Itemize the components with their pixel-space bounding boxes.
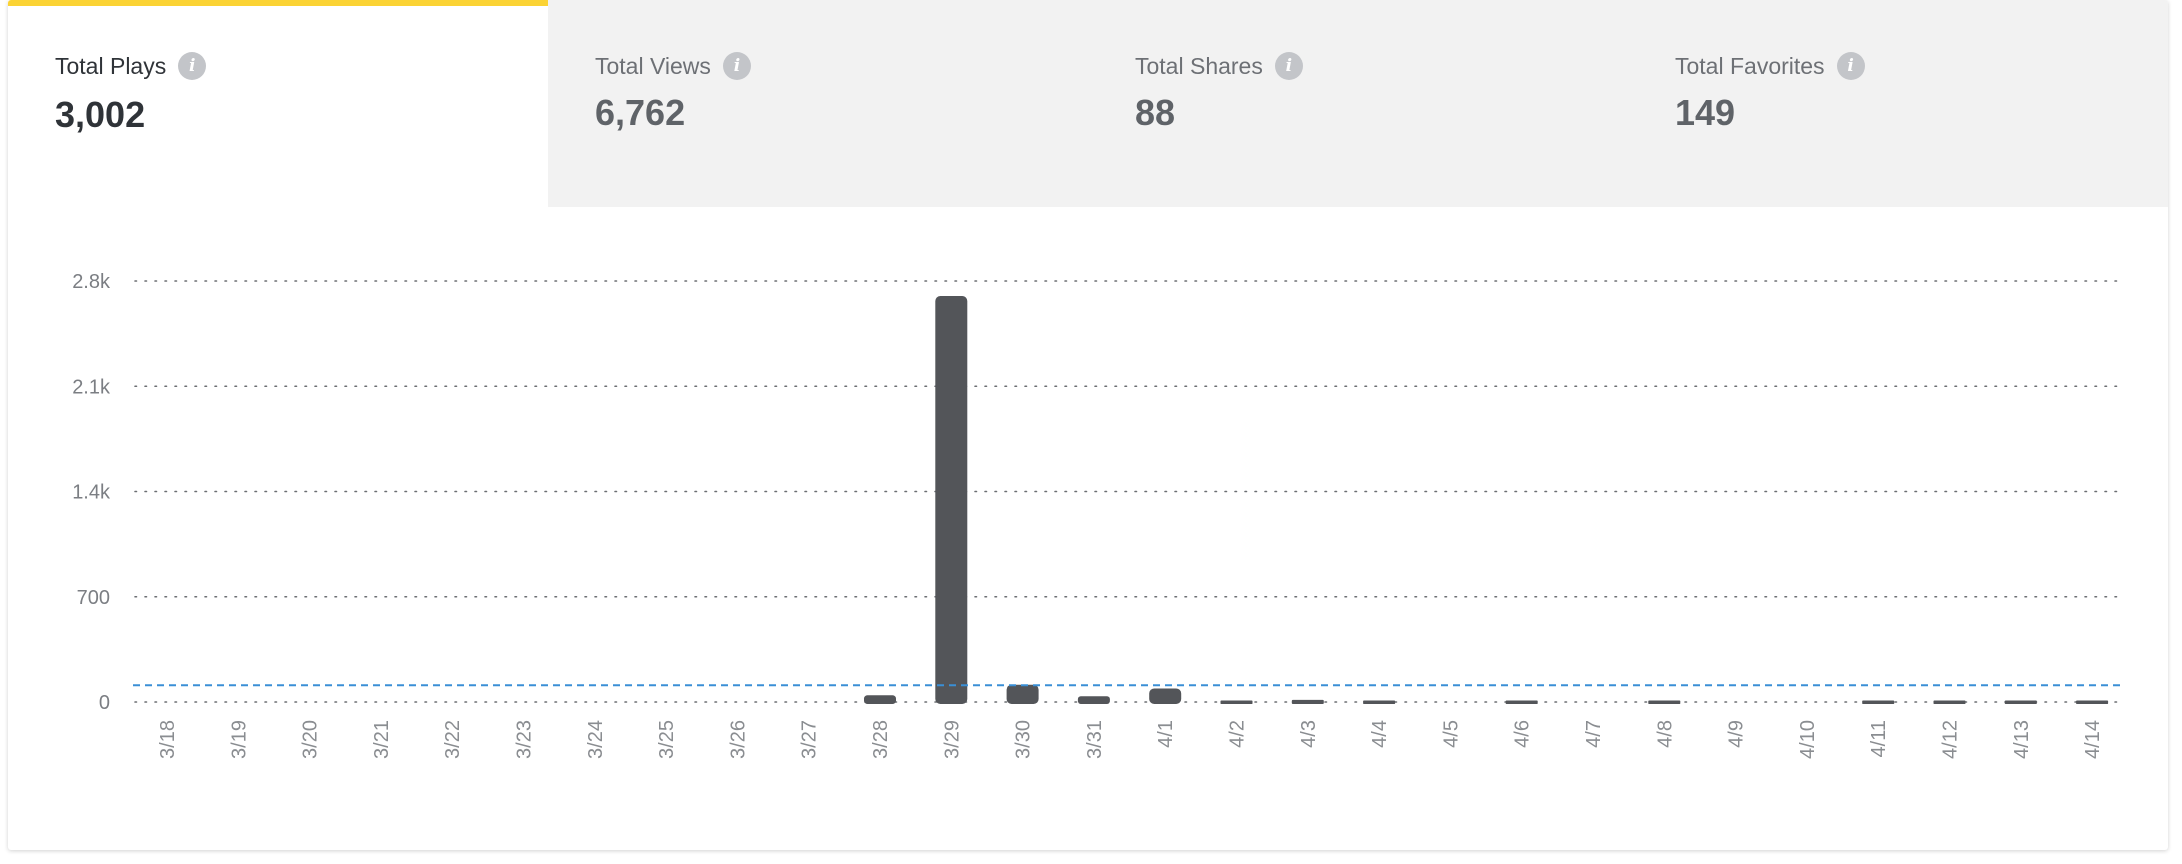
x-tick-label: 3/25 — [656, 720, 678, 759]
bar — [1006, 684, 1039, 704]
x-tick-label: 3/30 — [1013, 720, 1035, 759]
tab-label: Total Shares — [1135, 52, 1263, 79]
tab-total-shares[interactable]: Total Shares i 88 — [1088, 0, 1628, 207]
x-tick-label: 4/1 — [1155, 720, 1177, 748]
y-tick-label: 1.4k — [72, 482, 111, 504]
y-tick-label: 0 — [99, 692, 110, 714]
tab-label: Total Favorites — [1675, 52, 1825, 79]
tab-value: 6,762 — [595, 92, 686, 133]
x-tick-label: 3/27 — [799, 720, 821, 759]
x-tick-label: 4/12 — [1940, 720, 1962, 759]
x-tick-label: 3/24 — [585, 720, 607, 759]
y-tick-label: 700 — [77, 587, 110, 609]
tab-total-plays[interactable]: Total Plays i 3,002 — [8, 0, 548, 207]
x-tick-label: 4/7 — [1583, 720, 1605, 748]
x-tick-label: 3/21 — [371, 720, 393, 759]
x-tick-label: 3/20 — [300, 720, 322, 759]
x-tick-label: 3/23 — [514, 720, 536, 759]
y-tick-label: 2.1k — [72, 376, 111, 398]
bar — [1363, 700, 1396, 704]
bar — [2004, 700, 2037, 704]
bar — [1933, 700, 1966, 704]
bar — [864, 695, 896, 704]
metric-tabs: Total Plays i 3,002 Total Views i 6,762 … — [8, 0, 2168, 207]
x-tick-label: 4/13 — [2011, 720, 2033, 759]
info-icon[interactable]: i — [1836, 52, 1865, 80]
tab-value: 149 — [1675, 92, 1736, 133]
x-tick-label: 4/3 — [1298, 720, 1320, 748]
x-tick-label: 4/11 — [1868, 720, 1890, 757]
x-tick-label: 4/14 — [2082, 720, 2104, 759]
analytics-card: Total Plays i 3,002 Total Views i 6,762 … — [8, 0, 2168, 850]
x-tick-label: 3/31 — [1084, 720, 1106, 759]
info-icon[interactable]: i — [1274, 52, 1303, 80]
x-tick-label: 4/2 — [1227, 720, 1249, 748]
bar — [1220, 700, 1253, 704]
x-tick-label: 4/5 — [1440, 720, 1462, 748]
tab-total-favorites[interactable]: Total Favorites i 149 — [1628, 0, 2168, 207]
tab-label: Total Views — [595, 52, 711, 79]
info-icon[interactable]: i — [722, 52, 751, 80]
bar — [1291, 699, 1324, 704]
bar — [1077, 696, 1110, 704]
x-tick-label: 4/10 — [1797, 720, 1819, 759]
active-tab-indicator — [8, 0, 548, 6]
x-tick-label: 4/9 — [1726, 720, 1748, 748]
x-tick-label: 4/8 — [1654, 720, 1676, 748]
bar-chart: 0 700 1.4k 2.1k 2.8k 3/18 3/19 3/20 3/21 3/22 3/23… — [72, 271, 2121, 759]
info-icon[interactable]: i — [178, 52, 207, 80]
bar — [1648, 700, 1681, 704]
x-tick-label: 3/22 — [442, 720, 464, 759]
y-tick-label: 2.8k — [72, 271, 111, 293]
tab-value: 3,002 — [55, 94, 146, 135]
tab-value: 88 — [1135, 92, 1176, 133]
bar — [935, 296, 968, 704]
x-tick-label: 3/29 — [941, 720, 963, 759]
x-tick-label: 3/19 — [228, 720, 250, 759]
tab-label: Total Plays — [55, 52, 167, 79]
bar — [1505, 700, 1538, 704]
bar — [1149, 688, 1182, 704]
x-tick-label: 3/18 — [157, 720, 179, 759]
bar — [2076, 700, 2109, 704]
tab-total-views[interactable]: Total Views i 6,762 — [548, 0, 1088, 207]
x-tick-label: 3/26 — [727, 720, 749, 759]
bar — [1862, 700, 1895, 704]
x-tick-label: 4/4 — [1369, 720, 1391, 748]
x-tick-label: 3/28 — [870, 720, 892, 759]
x-tick-label: 4/6 — [1512, 720, 1534, 748]
